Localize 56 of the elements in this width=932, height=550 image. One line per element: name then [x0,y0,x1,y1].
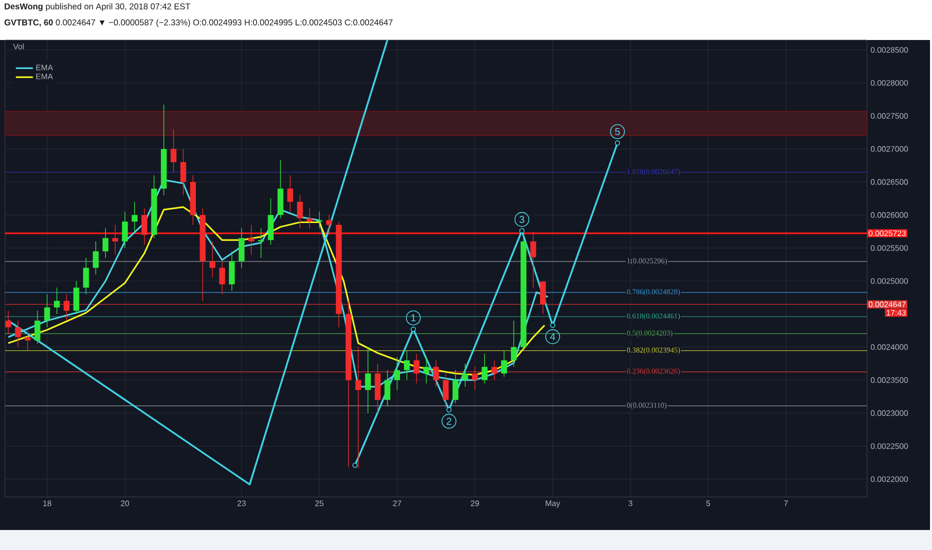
candlestick [141,208,148,246]
candlestick [452,370,458,404]
candlestick [54,287,60,314]
annotation: 2 [446,418,452,425]
point [550,322,556,328]
point [446,407,452,412]
candlestick [482,353,488,384]
candlestick [248,224,254,255]
candlestick [530,231,536,288]
candlestick [34,310,40,344]
point [614,140,620,146]
candlestick [44,294,50,328]
candlestick [404,350,410,380]
candlestick [501,350,507,378]
candlestick [73,280,80,314]
candlestick [306,208,313,229]
candlestick [423,356,430,384]
annotation: 3 [519,216,524,223]
candlestick [384,370,390,407]
candlestick [112,224,118,255]
annotation: 5 [615,128,620,136]
candlestick [462,363,468,388]
candlestick [326,214,332,236]
candlestick [287,175,294,212]
annotation: 4 [550,333,556,340]
candlestick [365,346,371,414]
candlestick [83,258,89,295]
candlestick [238,228,244,268]
candlestick [24,330,31,351]
candlestick [180,148,186,196]
candlestick [228,250,235,292]
candlestick [472,366,478,390]
point [519,228,524,234]
chart-title: DesWong published on April 30, 2018 07:42 EST [4,3,190,12]
candlestick [92,241,99,275]
candlestick [219,260,226,295]
candlestick [491,360,498,380]
candlestick [394,356,400,390]
point [410,326,416,332]
candlestick [209,241,216,278]
candlestick [170,128,176,172]
candlestick [510,320,517,368]
candlestick [132,201,138,232]
candlestick [64,294,70,322]
candlestick [433,360,439,388]
chart-subtitle: GVTBTC, 60 0.0024647 ▼ −0.0000587 (−2.33%) O:0.0024993 H:0.0024995 L:0.0024503 C:0.0024647 [4,19,393,28]
candlestick [5,310,12,334]
candlestick [102,228,108,258]
candlestick [258,228,264,258]
candlestick [296,194,303,229]
candlestick [15,320,21,348]
candlestick [540,281,546,314]
point [352,462,358,468]
candlestick [442,373,449,408]
candlestick [122,211,128,248]
candlestick [414,353,420,384]
